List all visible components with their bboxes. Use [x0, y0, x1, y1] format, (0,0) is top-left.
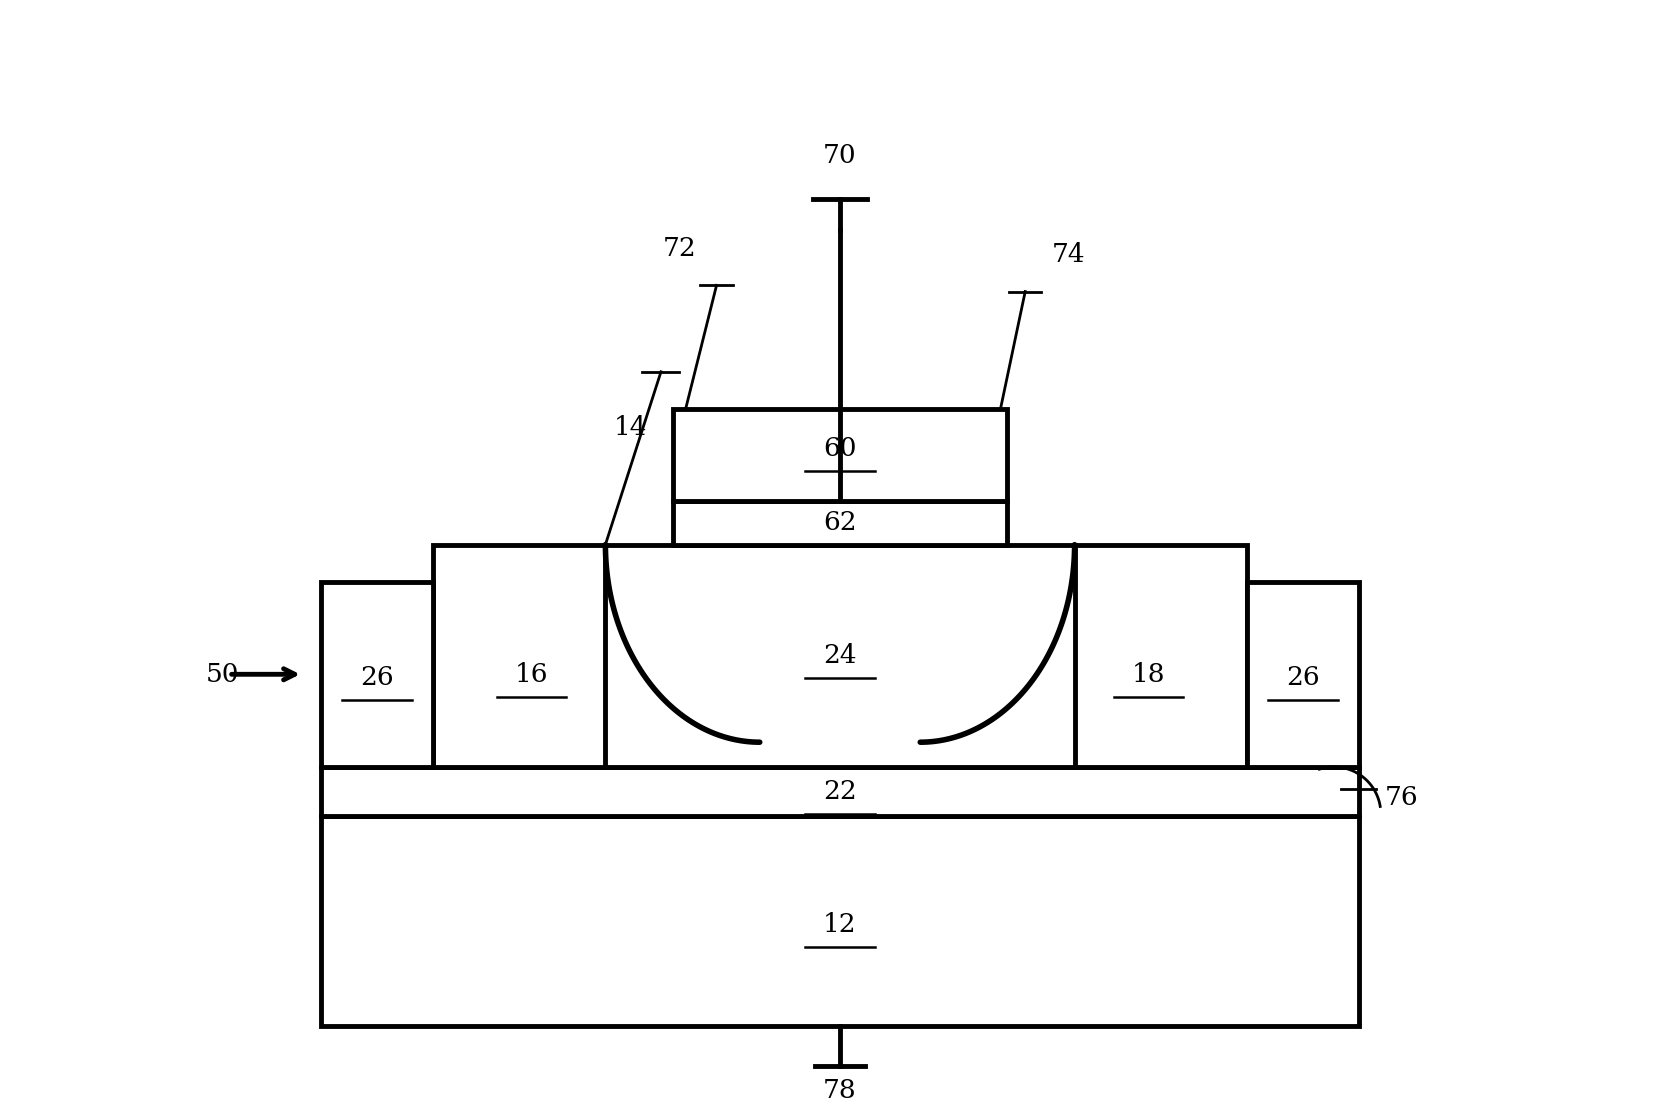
Text: 26: 26 [1287, 665, 1320, 691]
Text: 70: 70 [823, 144, 857, 168]
Text: 16: 16 [514, 662, 548, 687]
Text: 72: 72 [662, 236, 697, 261]
Text: 74: 74 [1052, 242, 1085, 267]
Bar [1248, 582, 1359, 766]
Bar [674, 409, 1006, 501]
Bar [321, 766, 1359, 817]
Text: 26: 26 [360, 665, 393, 691]
Bar [674, 501, 1006, 545]
Text: 18: 18 [1132, 662, 1166, 687]
Text: 24: 24 [823, 643, 857, 668]
Bar [321, 582, 432, 766]
Text: 76: 76 [1384, 785, 1418, 810]
Text: 50: 50 [207, 662, 240, 687]
Text: 78: 78 [823, 1078, 857, 1103]
Text: 60: 60 [823, 436, 857, 461]
Bar [321, 817, 1359, 1026]
Text: 22: 22 [823, 779, 857, 804]
Bar [432, 545, 1248, 766]
Text: 12: 12 [823, 912, 857, 938]
Text: 14: 14 [613, 414, 647, 440]
Text: 62: 62 [823, 510, 857, 535]
